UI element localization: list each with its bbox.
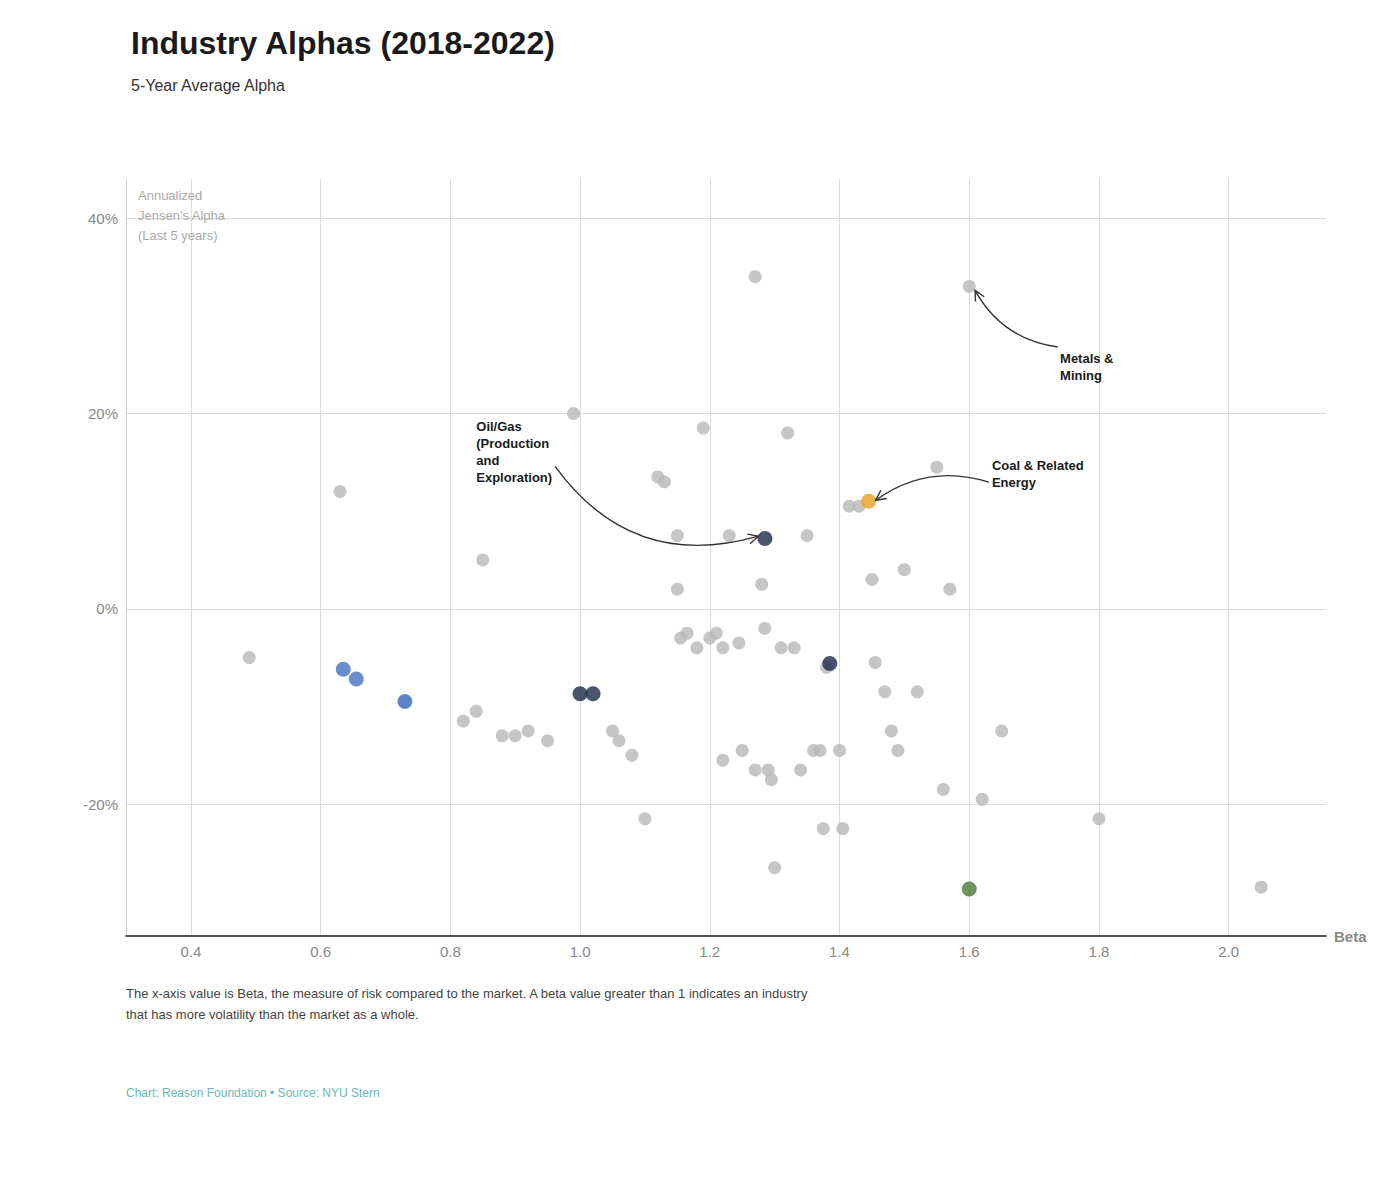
svg-text:Oil/Gas: Oil/Gas: [476, 419, 522, 434]
svg-text:Annualized: Annualized: [138, 188, 202, 203]
svg-text:5-Year Average Alpha: 5-Year Average Alpha: [131, 77, 285, 94]
svg-text:0%: 0%: [96, 600, 118, 617]
svg-text:The x-axis value is Beta, the: The x-axis value is Beta, the measure of…: [126, 986, 808, 1001]
svg-text:Chart: Reason Foundation • Sou: Chart: Reason Foundation • Source: NYU S…: [126, 1086, 380, 1100]
svg-text:0.8: 0.8: [440, 943, 461, 960]
svg-text:1.8: 1.8: [1089, 943, 1110, 960]
svg-text:(Last 5 years): (Last 5 years): [138, 228, 217, 243]
svg-text:Coal & Related: Coal & Related: [992, 458, 1084, 473]
svg-text:0.6: 0.6: [310, 943, 331, 960]
svg-text:2.0: 2.0: [1218, 943, 1239, 960]
svg-text:that has more volatility than: that has more volatility than the market…: [126, 1007, 419, 1022]
svg-text:1.6: 1.6: [959, 943, 980, 960]
svg-text:Mining: Mining: [1060, 368, 1102, 383]
svg-text:Jensen's Alpha: Jensen's Alpha: [138, 208, 226, 223]
svg-text:20%: 20%: [88, 405, 118, 422]
svg-text:40%: 40%: [88, 210, 118, 227]
svg-text:(Production: (Production: [476, 436, 549, 451]
svg-text:Energy: Energy: [992, 475, 1037, 490]
svg-text:and: and: [476, 453, 499, 468]
svg-text:Metals &: Metals &: [1060, 351, 1113, 366]
svg-text:1.4: 1.4: [829, 943, 850, 960]
svg-text:Beta: Beta: [1334, 928, 1367, 945]
svg-text:0.4: 0.4: [180, 943, 201, 960]
svg-text:-20%: -20%: [83, 796, 118, 813]
svg-text:1.2: 1.2: [699, 943, 720, 960]
svg-text:1.0: 1.0: [570, 943, 591, 960]
svg-text:Exploration): Exploration): [476, 470, 552, 485]
svg-text:Industry Alphas (2018-2022): Industry Alphas (2018-2022): [131, 25, 555, 61]
